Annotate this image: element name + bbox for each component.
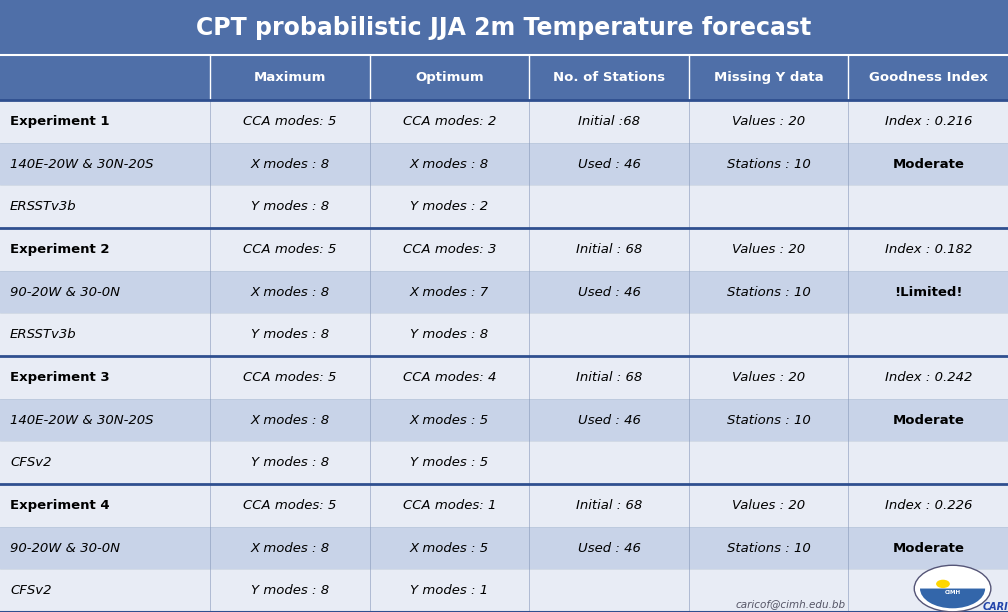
Text: Y modes : 8: Y modes : 8: [251, 456, 329, 469]
Text: Initial : 68: Initial : 68: [576, 243, 642, 256]
Text: X modes : 8: X modes : 8: [250, 542, 330, 554]
FancyBboxPatch shape: [0, 271, 1008, 313]
Text: ERSSTv3b: ERSSTv3b: [10, 200, 77, 213]
Text: !Limited!: !Limited!: [894, 286, 963, 299]
Text: Experiment 2: Experiment 2: [10, 243, 110, 256]
Text: Stations : 10: Stations : 10: [727, 542, 810, 554]
Text: Optimum: Optimum: [415, 71, 484, 84]
Text: 140E-20W & 30N-20S: 140E-20W & 30N-20S: [10, 157, 153, 171]
Text: CCA modes: 5: CCA modes: 5: [243, 243, 337, 256]
Text: Initial : 68: Initial : 68: [576, 371, 642, 384]
Circle shape: [914, 565, 991, 612]
Text: Moderate: Moderate: [892, 542, 964, 554]
FancyBboxPatch shape: [0, 484, 1008, 527]
Text: X modes : 8: X modes : 8: [250, 157, 330, 171]
Text: Y modes : 1: Y modes : 1: [410, 584, 489, 597]
FancyBboxPatch shape: [0, 0, 1008, 55]
Text: X modes : 8: X modes : 8: [250, 414, 330, 427]
Text: caricof@cimh.edu.bb: caricof@cimh.edu.bb: [736, 599, 846, 609]
Text: CCA modes: 4: CCA modes: 4: [403, 371, 496, 384]
Text: Values : 20: Values : 20: [732, 243, 805, 256]
Text: Y modes : 5: Y modes : 5: [410, 456, 489, 469]
Text: Y modes : 8: Y modes : 8: [251, 584, 329, 597]
Text: X modes : 5: X modes : 5: [410, 542, 489, 554]
Text: Used : 46: Used : 46: [578, 414, 640, 427]
Text: Values : 20: Values : 20: [732, 115, 805, 128]
Text: ERSSTv3b: ERSSTv3b: [10, 328, 77, 341]
FancyBboxPatch shape: [0, 356, 1008, 398]
Text: 90-20W & 30-0N: 90-20W & 30-0N: [10, 542, 120, 554]
Text: Initial :68: Initial :68: [578, 115, 640, 128]
Text: CARICOF: CARICOF: [983, 602, 1008, 612]
Text: Stations : 10: Stations : 10: [727, 157, 810, 171]
Text: X modes : 8: X modes : 8: [410, 157, 489, 171]
Text: Index : 0.242: Index : 0.242: [884, 371, 972, 384]
Text: Stations : 10: Stations : 10: [727, 414, 810, 427]
Text: Goodness Index: Goodness Index: [869, 71, 988, 84]
Text: Experiment 4: Experiment 4: [10, 499, 110, 512]
Text: Y modes : 2: Y modes : 2: [410, 200, 489, 213]
Text: Index : 0.216: Index : 0.216: [884, 115, 972, 128]
Text: CFSv2: CFSv2: [10, 584, 51, 597]
Text: Used : 46: Used : 46: [578, 157, 640, 171]
FancyBboxPatch shape: [0, 228, 1008, 271]
FancyBboxPatch shape: [0, 569, 1008, 612]
Text: Experiment 3: Experiment 3: [10, 371, 110, 384]
Text: No. of Stations: No. of Stations: [553, 71, 665, 84]
Text: Stations : 10: Stations : 10: [727, 286, 810, 299]
FancyBboxPatch shape: [0, 527, 1008, 569]
Text: X modes : 5: X modes : 5: [410, 414, 489, 427]
Text: Values : 20: Values : 20: [732, 371, 805, 384]
FancyBboxPatch shape: [0, 143, 1008, 185]
Text: CCA modes: 5: CCA modes: 5: [243, 371, 337, 384]
Text: X modes : 7: X modes : 7: [410, 286, 489, 299]
Text: 140E-20W & 30N-20S: 140E-20W & 30N-20S: [10, 414, 153, 427]
Text: Initial : 68: Initial : 68: [576, 499, 642, 512]
Text: Y modes : 8: Y modes : 8: [410, 328, 489, 341]
Text: X modes : 8: X modes : 8: [250, 286, 330, 299]
Text: Maximum: Maximum: [254, 71, 326, 84]
Text: CCA modes: 5: CCA modes: 5: [243, 115, 337, 128]
Circle shape: [936, 580, 950, 588]
Text: CCA modes: 2: CCA modes: 2: [403, 115, 496, 128]
Text: Y modes : 8: Y modes : 8: [251, 200, 329, 213]
Text: Index : 0.226: Index : 0.226: [884, 499, 972, 512]
Text: CIMH: CIMH: [944, 589, 961, 594]
Text: Used : 46: Used : 46: [578, 542, 640, 554]
Text: CCA modes: 5: CCA modes: 5: [243, 499, 337, 512]
Text: Index : 0.182: Index : 0.182: [884, 243, 972, 256]
FancyBboxPatch shape: [0, 313, 1008, 356]
FancyBboxPatch shape: [0, 100, 1008, 143]
Text: CFSv2: CFSv2: [10, 456, 51, 469]
Text: 90-20W & 30-0N: 90-20W & 30-0N: [10, 286, 120, 299]
Text: Moderate: Moderate: [892, 157, 964, 171]
FancyBboxPatch shape: [0, 441, 1008, 484]
Text: Experiment 1: Experiment 1: [10, 115, 110, 128]
Text: Values : 20: Values : 20: [732, 499, 805, 512]
Text: CCA modes: 3: CCA modes: 3: [403, 243, 496, 256]
FancyBboxPatch shape: [0, 185, 1008, 228]
FancyBboxPatch shape: [0, 398, 1008, 441]
Text: Moderate: Moderate: [892, 414, 964, 427]
FancyBboxPatch shape: [0, 55, 1008, 100]
Text: CCA modes: 1: CCA modes: 1: [403, 499, 496, 512]
Text: Missing Y data: Missing Y data: [714, 71, 824, 84]
Text: CPT probabilistic JJA 2m Temperature forecast: CPT probabilistic JJA 2m Temperature for…: [197, 15, 811, 40]
Wedge shape: [920, 589, 985, 608]
Text: Y modes : 8: Y modes : 8: [251, 328, 329, 341]
Text: Used : 46: Used : 46: [578, 286, 640, 299]
